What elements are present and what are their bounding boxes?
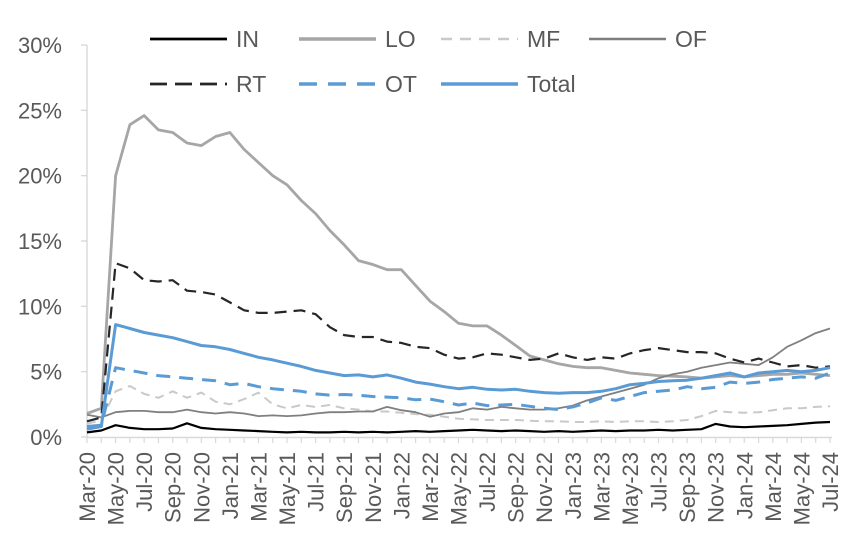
series-line-mf <box>86 385 831 425</box>
x-axis-label: Mar-20 <box>75 452 100 522</box>
y-axis-label: 0% <box>30 425 62 450</box>
x-axis-label: Jan-24 <box>732 452 757 519</box>
series-line-total <box>86 323 831 431</box>
y-axis-label: 20% <box>18 164 62 189</box>
x-axis-label: Nov-20 <box>189 452 214 523</box>
x-axis-label: Jul-22 <box>475 452 500 512</box>
series-line-lo <box>86 114 831 415</box>
y-axis-label: 15% <box>18 229 62 254</box>
y-axis-label: 5% <box>30 360 62 385</box>
x-axis-label: Jan-23 <box>561 452 586 519</box>
y-axis-label: 10% <box>18 294 62 319</box>
x-axis-label: Jul-21 <box>304 452 329 512</box>
x-axis-label: May-24 <box>789 452 814 525</box>
x-axis-label: Nov-21 <box>361 452 386 523</box>
x-axis-label: Jan-22 <box>389 452 414 519</box>
x-axis-label: Sep-22 <box>504 452 529 523</box>
x-axis-label: Jul-20 <box>132 452 157 512</box>
x-axis-label: Jan-21 <box>218 452 243 519</box>
x-axis-label: Sep-21 <box>332 452 357 523</box>
y-axis-label: 25% <box>18 98 62 123</box>
y-axis-label: 30% <box>18 33 62 58</box>
series-line-ot <box>86 366 831 428</box>
x-axis-label: Jul-24 <box>818 452 843 512</box>
x-axis-label: Mar-21 <box>246 452 271 522</box>
x-axis-label: May-20 <box>104 452 129 525</box>
x-axis-label: May-22 <box>447 452 472 525</box>
x-axis-label: Mar-23 <box>589 452 614 522</box>
x-axis-label: Mar-22 <box>418 452 443 522</box>
x-axis-label: Sep-20 <box>161 452 186 523</box>
x-axis-label: Nov-23 <box>704 452 729 523</box>
x-axis-label: Nov-22 <box>532 452 557 523</box>
x-axis-label: Jul-23 <box>647 452 672 512</box>
series-line-of <box>86 327 831 419</box>
series-line-rt <box>86 262 831 423</box>
x-axis-label: May-21 <box>275 452 300 525</box>
x-axis-label: May-23 <box>618 452 643 525</box>
x-axis-label: Mar-24 <box>761 452 786 522</box>
x-axis-label: Sep-23 <box>675 452 700 523</box>
series-line-in <box>86 420 831 434</box>
